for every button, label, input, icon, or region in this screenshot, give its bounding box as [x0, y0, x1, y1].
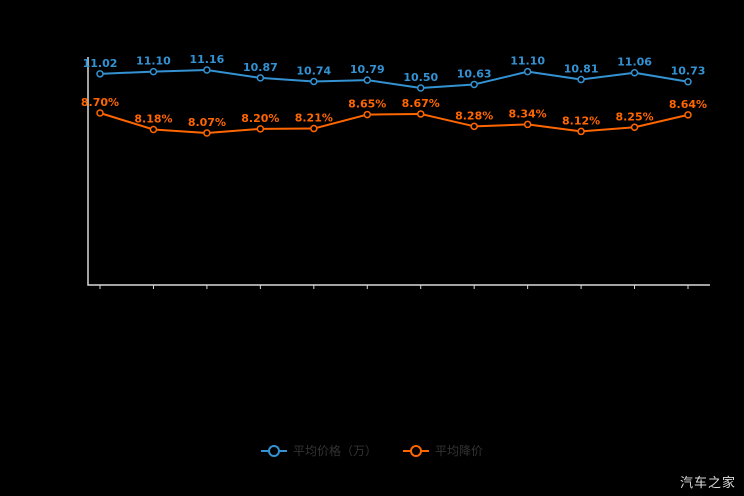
data-point[interactable] [523, 67, 532, 76]
data-label: 8.65% [348, 98, 386, 111]
data-label: 10.79 [350, 63, 385, 76]
data-point[interactable] [256, 125, 265, 133]
data-label: 11.02 [83, 57, 118, 70]
data-point[interactable] [416, 84, 425, 92]
data-point[interactable] [310, 124, 318, 133]
watermark: 汽车之家 [679, 476, 736, 491]
data-point[interactable] [96, 70, 104, 78]
data-label: 8.18% [134, 113, 172, 126]
data-point[interactable] [684, 111, 692, 119]
data-label: 8.25% [615, 110, 653, 123]
data-label: 8.70% [81, 96, 119, 109]
price-line [99, 69, 689, 89]
axis [87, 57, 710, 286]
discount-line [99, 112, 689, 134]
data-label: 10.74 [296, 64, 331, 77]
legend-item-avg-discount[interactable]: 平均降价 [403, 444, 483, 458]
data-point[interactable] [630, 68, 639, 77]
data-point[interactable] [96, 109, 104, 117]
data-point[interactable] [203, 129, 211, 137]
data-point[interactable] [363, 76, 372, 84]
legend-label-avg-price: 平均价格（万） [292, 444, 377, 458]
data-label: 8.28% [455, 109, 493, 122]
data-label: 8.64% [669, 98, 707, 111]
discount-line-marker-icon [403, 445, 429, 457]
data-label: 10.73 [671, 65, 706, 78]
legend: 平均价格（万） 平均降价 [0, 444, 744, 458]
data-label: 8.20% [241, 112, 279, 125]
data-point[interactable] [577, 75, 585, 84]
data-label: 8.67% [402, 97, 440, 110]
data-point[interactable] [310, 77, 318, 86]
data-point[interactable] [256, 74, 265, 82]
data-point[interactable] [577, 127, 585, 136]
data-point[interactable] [630, 123, 639, 132]
data-label: 11.06 [617, 56, 652, 69]
data-point[interactable] [470, 80, 478, 89]
data-label: 10.81 [564, 63, 599, 76]
data-label: 10.87 [243, 61, 278, 74]
data-label: 10.63 [457, 67, 492, 80]
legend-item-avg-price[interactable]: 平均价格（万） [260, 444, 377, 458]
data-point[interactable] [363, 110, 372, 119]
data-label: 8.07% [188, 116, 226, 129]
data-point[interactable] [416, 110, 425, 118]
data-label: 8.12% [562, 114, 600, 127]
data-point[interactable] [149, 67, 158, 76]
data-point[interactable] [203, 66, 211, 74]
data-label: 11.16 [190, 53, 225, 66]
data-label: 11.10 [136, 55, 171, 68]
data-point[interactable] [149, 125, 158, 134]
price-line-marker-icon [260, 445, 287, 457]
data-point[interactable] [470, 122, 478, 131]
data-point[interactable] [523, 120, 532, 129]
data-label: 10.50 [403, 71, 438, 84]
data-label: 11.10 [510, 55, 545, 68]
data-label: 8.21% [295, 112, 333, 125]
data-label: 8.34% [509, 107, 547, 120]
data-point[interactable] [684, 77, 692, 86]
legend-label-avg-discount: 平均降价 [435, 444, 484, 458]
